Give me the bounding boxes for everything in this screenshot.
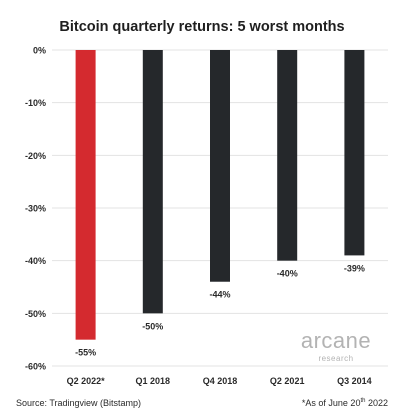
bar [142,50,163,314]
date-note-prefix: *As of June 20 [301,398,361,408]
arcane-research-logo: arcane research [286,328,386,364]
data-label: -50% [142,321,163,331]
bar [75,50,96,340]
y-tick-label: -30% [25,204,46,214]
x-tick-label: Q2 2021 [270,376,305,386]
brand-subtitle: research [318,354,354,363]
y-tick-label: -60% [25,362,46,372]
x-tick-label: Q1 2018 [136,376,171,386]
y-tick-label: 0% [33,46,46,56]
bar [344,50,365,256]
y-tick-label: -20% [25,151,46,161]
data-labels: -55% -50% -44% -40% -39% [75,263,365,357]
brand-name: arcane [300,328,372,353]
x-axis: Q2 2022* Q1 2018 Q4 2018 Q2 2021 Q3 2014 [67,376,372,386]
bar [210,50,230,282]
date-note-suffix: 2022 [365,398,388,408]
data-label: -44% [209,290,230,300]
data-label: -55% [75,348,96,358]
x-tick-label: Q2 2022* [67,376,106,386]
bar [277,50,298,261]
bars [75,50,365,340]
y-tick-label: -50% [25,309,46,319]
date-note: *As of June 20th 2022 [302,398,388,408]
data-label: -40% [277,269,298,279]
date-note-superscript: th [360,398,366,404]
y-tick-label: -10% [25,98,46,108]
chart-title: Bitcoin quarterly returns: 5 worst month… [59,19,345,35]
x-tick-label: Q4 2018 [203,376,238,386]
data-label: -39% [344,263,365,273]
y-axis: 0% -10% -20% -30% -40% -50% -60% [25,46,46,372]
x-tick-label: Q3 2014 [337,376,372,386]
y-tick-label: -40% [25,256,46,266]
source-note: Source: Tradingview (Bitstamp) [16,398,142,408]
